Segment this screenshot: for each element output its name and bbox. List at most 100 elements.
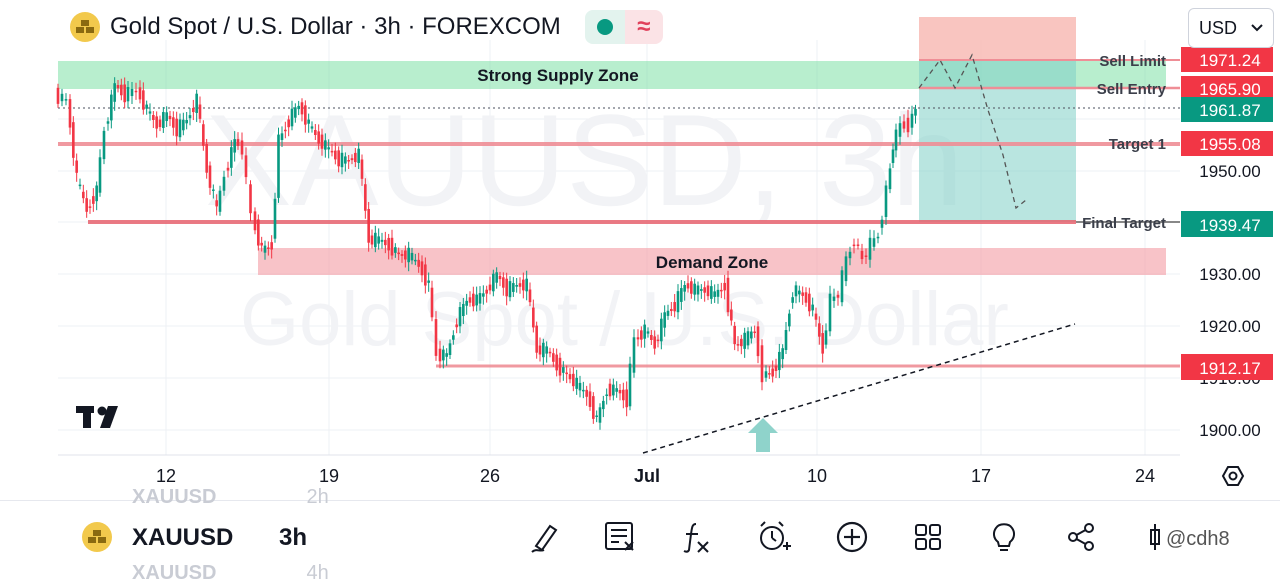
candle-body [864, 255, 868, 257]
symbol-picker-prev[interactable]: XAUUSD 2h [132, 486, 329, 508]
share-button[interactable] [1062, 518, 1100, 556]
candle-body [249, 184, 252, 214]
alarm-clock-icon [760, 521, 791, 550]
candle-body [804, 292, 808, 303]
candle-body [565, 372, 568, 375]
candle-body [768, 373, 771, 375]
candle-body [307, 119, 310, 124]
text-note-button[interactable] [601, 518, 639, 556]
stop-loss-box[interactable] [919, 17, 1076, 61]
watermark-name: Gold Spot / U.S. Dollar [240, 277, 1009, 362]
ideas-button[interactable] [985, 518, 1023, 556]
up-arrow-icon [748, 418, 778, 452]
trendline[interactable] [642, 323, 1076, 454]
candle-body [750, 331, 753, 339]
candle-body [832, 296, 836, 301]
chart-type-button[interactable] [1140, 518, 1178, 556]
add-alert-button[interactable] [755, 518, 793, 556]
currency-select[interactable]: USD [1188, 8, 1274, 48]
candle-body [880, 219, 884, 228]
candle-body [138, 87, 142, 100]
candle-body [208, 165, 212, 188]
time-tick: 19 [319, 466, 339, 486]
indicators-button[interactable] [678, 518, 716, 556]
take-profit-box[interactable] [919, 61, 1076, 222]
candle-body [824, 330, 828, 345]
candle-body [495, 272, 498, 283]
candle-body [420, 261, 424, 276]
candle-body [898, 123, 902, 137]
candle-body [588, 391, 592, 407]
tradingview-logo [76, 404, 126, 435]
candle-body [608, 383, 612, 397]
candle-body [145, 104, 148, 109]
candle-body [350, 158, 354, 161]
candle-body [736, 344, 740, 346]
candle-body [320, 134, 324, 149]
candle-body [628, 363, 632, 407]
candle-body [182, 119, 185, 131]
price-tick: 1900.00 [1199, 421, 1260, 440]
chevron-down-icon [1251, 24, 1263, 32]
candle-body [505, 278, 508, 297]
candle-body [277, 134, 280, 198]
layouts-button[interactable] [909, 518, 947, 556]
candle-body [512, 283, 515, 292]
candle-body [713, 291, 716, 297]
candle-body [696, 285, 700, 295]
candle-body [314, 130, 317, 135]
candle-body [175, 118, 178, 137]
candle-body [572, 373, 575, 387]
candle-body [542, 342, 545, 358]
candle-body [876, 236, 880, 239]
timeframe-selector[interactable]: 3h [279, 524, 308, 551]
candle-body [244, 155, 248, 178]
candle-body [872, 238, 876, 247]
candle-body [666, 310, 670, 316]
candle-body [902, 121, 906, 129]
candle-body [233, 139, 236, 153]
add-button[interactable] [833, 518, 871, 556]
candle-body [656, 339, 660, 342]
candle-body [317, 131, 320, 144]
candle-body [856, 244, 860, 246]
candle-body [518, 283, 522, 287]
candle-body [914, 108, 917, 116]
candle-body [236, 139, 240, 146]
currency-value: USD [1199, 17, 1238, 38]
candle-body [267, 247, 270, 249]
candle-body [123, 84, 126, 103]
drawing-tool-button[interactable] [526, 518, 564, 556]
market-status[interactable]: ≈ [584, 10, 663, 44]
candle-body [693, 283, 696, 295]
candle-body [120, 84, 123, 96]
price-tick: 1920.00 [1199, 317, 1260, 336]
candle-body [811, 304, 814, 311]
candle-body [660, 318, 663, 342]
candle-body [568, 374, 572, 380]
candle-body [134, 90, 138, 93]
candle-body [492, 273, 495, 292]
candle-body [498, 275, 502, 280]
candle-body [888, 168, 892, 190]
candle-body [394, 247, 397, 253]
time-axis[interactable]: 12 19 26 Jul 10 17 24 [156, 466, 1155, 486]
candle-body [625, 389, 628, 408]
candle-body [380, 239, 384, 242]
candle-body [148, 111, 152, 114]
candle-body [726, 277, 730, 313]
candle-body [218, 190, 222, 212]
candle-body [508, 281, 512, 298]
price-axis[interactable]: 1950.00 1930.00 1920.00 1910.00 1900.00 [1199, 162, 1260, 440]
candle-body [56, 87, 60, 104]
candle-body [482, 293, 485, 297]
gear-icon[interactable] [1221, 466, 1245, 486]
candle-body [458, 307, 462, 327]
symbol-picker-next[interactable]: XAUUSD 4h [132, 562, 329, 584]
chart-canvas[interactable]: XAUUSD, 3h Gold Spot / U.S. Dollar Stron… [0, 0, 1280, 500]
candle-body [778, 351, 781, 371]
candle-body [253, 211, 257, 231]
candle-body [384, 239, 387, 246]
symbol-selector[interactable]: XAUUSD [132, 524, 234, 551]
candle-body [126, 87, 130, 102]
